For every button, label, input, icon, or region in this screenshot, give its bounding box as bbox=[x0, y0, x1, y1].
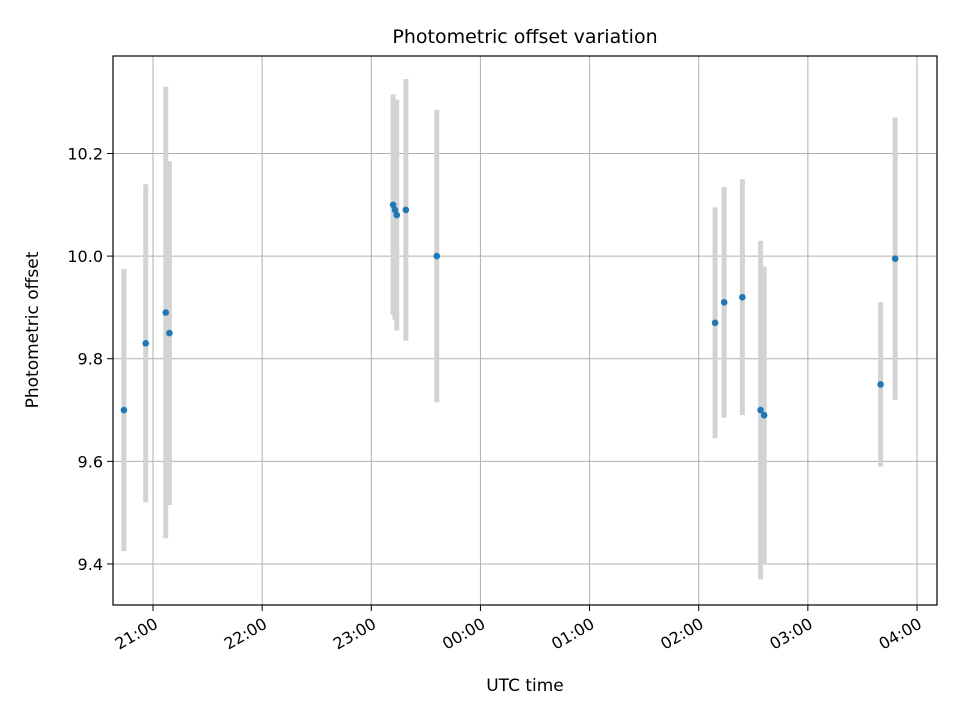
x-tick-label: 04:00 bbox=[876, 614, 925, 654]
data-point bbox=[120, 406, 128, 414]
x-tick-label: 21:00 bbox=[112, 614, 161, 654]
grid bbox=[113, 56, 937, 605]
y-tick-label: 9.8 bbox=[78, 350, 103, 369]
y-tick-label: 10.2 bbox=[67, 144, 103, 163]
data-point bbox=[877, 381, 884, 388]
x-axis-title: UTC time bbox=[486, 676, 564, 696]
data-point bbox=[391, 206, 399, 214]
x-tick-label: 03:00 bbox=[766, 614, 815, 654]
x-axis-ticks: 21:00 22:00 23:00 00:00 01:00 02:00 03:00 04:00 bbox=[112, 605, 925, 654]
error-bars bbox=[121, 79, 898, 580]
data-point bbox=[142, 340, 150, 347]
data-points bbox=[120, 201, 899, 419]
data-point bbox=[166, 329, 173, 337]
data-point bbox=[433, 252, 441, 260]
y-tick-label: 10.0 bbox=[67, 247, 103, 266]
data-point bbox=[162, 309, 170, 316]
plot-frame bbox=[112, 55, 938, 606]
y-axis-title: Photometric offset bbox=[23, 251, 43, 408]
data-point bbox=[393, 211, 401, 219]
x-tick-label: 01:00 bbox=[548, 614, 597, 654]
x-tick-label: 00:00 bbox=[439, 614, 488, 654]
data-point bbox=[402, 206, 410, 214]
data-point bbox=[760, 411, 768, 419]
x-tick-label: 23:00 bbox=[330, 614, 379, 654]
data-point bbox=[739, 293, 746, 301]
data-point bbox=[757, 406, 764, 414]
y-tick-label: 9.4 bbox=[78, 555, 103, 574]
x-tick-label: 22:00 bbox=[221, 614, 270, 654]
data-point bbox=[711, 319, 719, 327]
data-point bbox=[389, 201, 397, 209]
y-axis-ticks: 9.4 9.6 9.8 10.0 10.2 bbox=[67, 144, 113, 574]
y-tick-label: 9.6 bbox=[78, 452, 103, 471]
x-tick-label: 02:00 bbox=[657, 614, 706, 654]
data-point bbox=[891, 255, 899, 262]
chart-title: Photometric offset variation bbox=[392, 26, 657, 48]
data-point bbox=[720, 298, 728, 306]
